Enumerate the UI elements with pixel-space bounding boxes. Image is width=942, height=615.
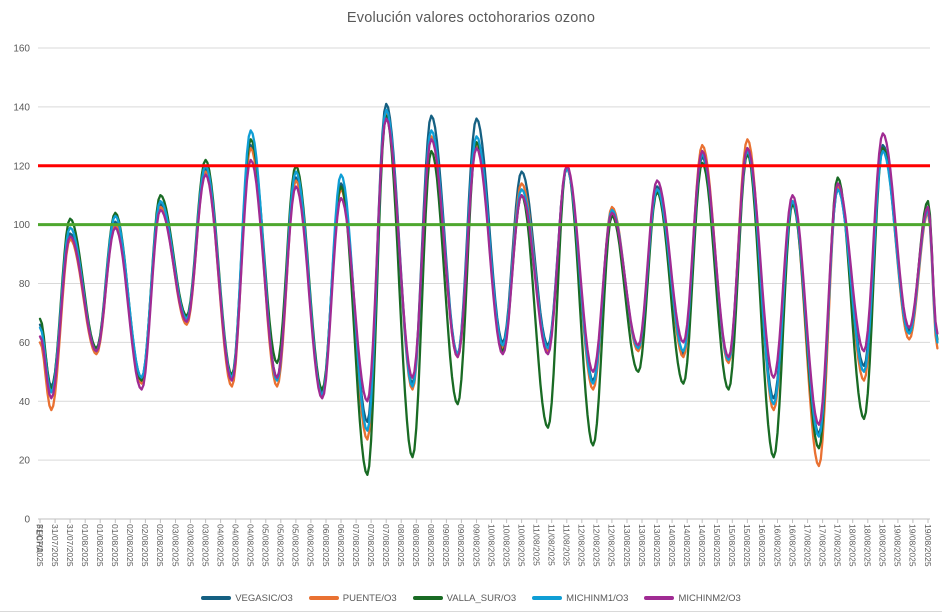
x-tick-label: 05/08/2025: [276, 524, 286, 567]
y-tick-label: 140: [13, 102, 30, 113]
x-tick-label: 12/08/2025: [592, 524, 602, 567]
x-tick-label: 01/08/2025: [110, 524, 120, 567]
bottom-divider: [0, 611, 942, 612]
x-tick-label: 16/08/2025: [787, 524, 797, 567]
x-tick-label: 17/08/2025: [802, 524, 812, 567]
x-tick-label: 08/08/2025: [411, 524, 421, 567]
x-tick-label: 09/08/2025: [471, 524, 481, 567]
legend-item-valla-sur-o3[interactable]: VALLA_SUR/O3: [412, 592, 517, 604]
x-tick-label: 07/08/2025: [381, 524, 391, 567]
chart-title: Evolución valores octohorarios ozono: [346, 10, 596, 26]
legend-line-swatch: [644, 596, 675, 600]
x-tick-label: 14/08/2025: [697, 524, 707, 567]
x-tick-label: 07/08/2025: [351, 524, 361, 567]
x-tick-label: 01/08/2025: [80, 524, 90, 567]
legend-item-vegasic-o3[interactable]: VEGASIC/O3: [201, 593, 293, 604]
legend-line-swatch: [201, 596, 232, 600]
x-tick-label: 09/08/2025: [456, 524, 466, 567]
x-tick-label: 08/08/2025: [426, 524, 436, 567]
x-tick-label: 02/08/2025: [125, 524, 135, 567]
legend-line-swatch: [412, 596, 443, 600]
x-tick-label: 18/08/2025: [848, 524, 858, 567]
x-tick-label: 19/08/2025: [908, 524, 918, 567]
x-tick-label: 17/08/2025: [833, 524, 843, 567]
x-tick-label: 16/08/2025: [757, 524, 767, 567]
legend-item-michinm2-o3[interactable]: MICHINM2/O3: [644, 592, 741, 604]
legend: VEGASIC/O3 PUENTE/O3 VALLA_SUR/O3 MICHINM1/…: [0, 588, 942, 608]
legend-item-puente-o3[interactable]: PUENTE/O3: [308, 592, 397, 604]
x-tick-label: 13/08/2025: [622, 524, 632, 567]
x-tick-label: 10/08/2025: [486, 524, 496, 567]
x-tick-label: 03/08/2025: [170, 524, 180, 567]
series-line-valla-sur-o3[interactable]: [38, 114, 939, 476]
x-tick-label: 15/08/2025: [742, 524, 752, 567]
x-tick-label: 12/08/2025: [607, 524, 617, 567]
y-tick-label: 40: [19, 397, 31, 408]
x-tick-label: 31/07/2025: [35, 524, 45, 567]
x-tick-label: 19/08/2025: [893, 524, 903, 567]
x-tick-label: 04/08/2025: [246, 524, 256, 567]
y-tick-label: 60: [19, 338, 31, 349]
x-tick-label: 04/08/2025: [231, 524, 241, 567]
y-tick-label: 80: [19, 279, 31, 290]
x-tick-label: 13/08/2025: [652, 524, 662, 567]
x-tick-label: 13/08/2025: [637, 524, 647, 567]
legend-item-michinm1-o3[interactable]: MICHINM1/O3: [532, 593, 628, 604]
legend-label: VALLA_SUR/O3: [446, 592, 517, 604]
x-tick-label: 06/08/2025: [306, 524, 316, 567]
x-tick-label: 01/08/2025: [95, 524, 105, 567]
x-tick-label: 10/08/2025: [501, 524, 511, 567]
x-tick-label: 09/08/2025: [441, 524, 451, 567]
legend-line-swatch: [532, 596, 563, 600]
legend-line-swatch: [308, 596, 339, 600]
x-tick-label: 11/08/2025: [562, 524, 572, 566]
x-tick-label: 10/08/2025: [516, 524, 526, 567]
x-tick-label: 03/08/2025: [200, 524, 210, 567]
x-tick-label: 31/07/2025: [50, 524, 60, 567]
x-tick-label: 06/08/2025: [321, 524, 331, 567]
legend-label: MICHINM2/O3: [678, 592, 741, 604]
x-tick-label: 07/08/2025: [366, 524, 376, 567]
x-tick-label: 05/08/2025: [291, 524, 301, 567]
x-tick-label: 14/08/2025: [682, 524, 692, 567]
legend-label: MICHINM1/O3: [566, 592, 629, 604]
x-tick-label: 16/08/2025: [772, 524, 782, 567]
y-tick-label: 160: [13, 44, 30, 55]
x-tick-label: 03/08/2025: [185, 524, 195, 567]
x-tick-label: 14/08/2025: [667, 524, 677, 567]
x-tick-label: 02/08/2025: [155, 524, 165, 567]
x-tick-label: 02/08/2025: [140, 524, 150, 567]
x-tick-label: 05/08/2025: [261, 524, 271, 567]
legend-label: PUENTE/O3: [342, 592, 397, 604]
x-tick-label: 19/08/2025: [923, 524, 933, 567]
x-tick-label: 18/08/2025: [863, 524, 873, 567]
x-axis-title: FECHA: [35, 524, 45, 553]
legend-label: VEGASIC/O3: [235, 592, 293, 604]
y-tick-label: 120: [13, 161, 30, 172]
x-tick-label: 11/08/2025: [532, 524, 542, 566]
y-tick-label: 20: [19, 456, 31, 467]
y-tick-label: 100: [13, 220, 30, 231]
x-tick-label: 11/08/2025: [547, 524, 557, 566]
x-tick-label: 15/08/2025: [712, 524, 722, 567]
y-tick-label: 0: [24, 515, 30, 526]
series-line-michinm2-o3[interactable]: [38, 117, 939, 426]
x-tick-label: 04/08/2025: [215, 524, 225, 567]
x-tick-label: 08/08/2025: [396, 524, 406, 567]
x-tick-label: 06/08/2025: [336, 524, 346, 567]
x-tick-label: 12/08/2025: [577, 524, 587, 567]
x-tick-label: 15/08/2025: [727, 524, 737, 567]
x-tick-label: 31/07/2025: [65, 524, 75, 567]
x-tick-label: 18/08/2025: [878, 524, 888, 567]
x-tick-label: 17/08/2025: [817, 524, 827, 567]
